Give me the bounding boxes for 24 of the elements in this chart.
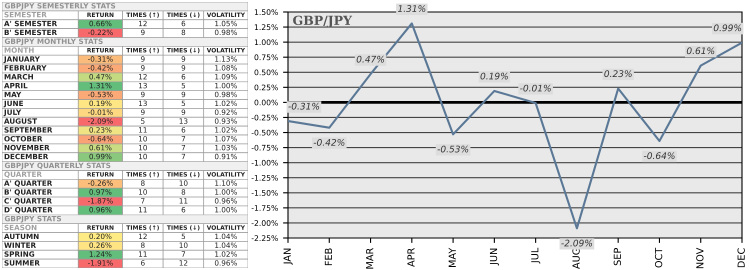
data-label: -2.09%	[561, 240, 592, 246]
data-label: 0.99%	[714, 24, 742, 32]
data-label: -0.64%	[644, 152, 675, 160]
x-tick-label: NOV	[696, 248, 704, 268]
data-label: -0.53%	[438, 146, 468, 152]
x-tick-label: MAY	[448, 248, 456, 267]
data-label: -0.01%	[520, 84, 551, 92]
data-label: -0.31%	[288, 102, 320, 110]
x-tick-label: APR	[407, 248, 414, 267]
x-tick-label: MAR	[366, 248, 374, 269]
x-tick-label: JUL	[531, 248, 540, 264]
x-tick-label: OCT	[654, 248, 662, 268]
data-label: 0.19%	[480, 72, 508, 80]
data-label: 0.47%	[356, 56, 384, 63]
x-tick-label: JAN	[284, 248, 293, 265]
data-label: 0.61%	[686, 47, 714, 54]
x-tick-label: FEB	[324, 248, 332, 266]
data-label: 0.23%	[604, 70, 632, 78]
data-label: -0.42%	[314, 138, 344, 146]
x-tick-label: JUN	[490, 248, 499, 266]
data-label: 1.31%	[398, 5, 426, 12]
x-tick-label: DEC	[737, 248, 745, 268]
x-tick-label: SEP	[614, 248, 622, 266]
chart-title: GBP/JPY	[293, 16, 352, 28]
